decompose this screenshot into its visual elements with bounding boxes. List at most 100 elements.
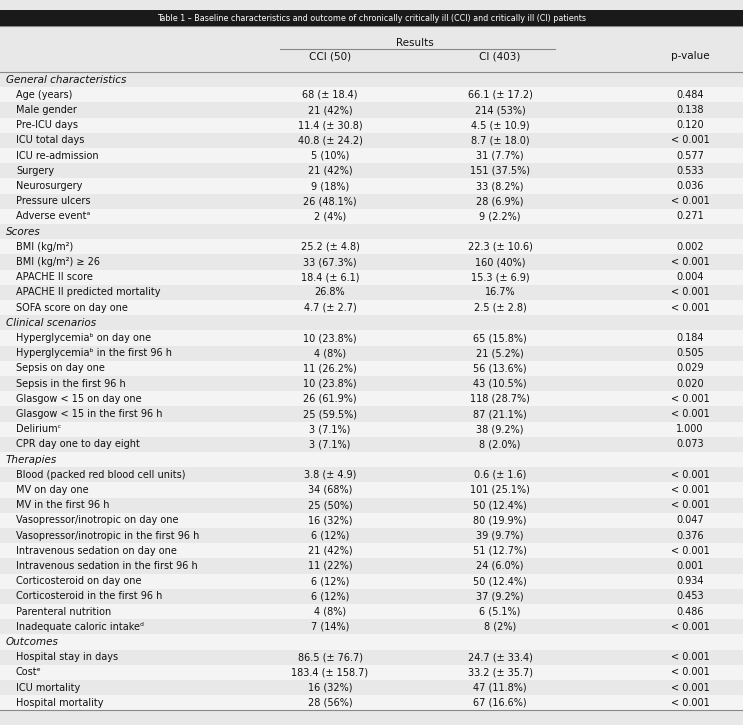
Text: Results: Results [396,38,434,48]
Text: 0.505: 0.505 [676,348,704,358]
Text: 28 (56%): 28 (56%) [308,697,352,708]
Bar [0,163,743,178]
Bar [0,346,743,361]
Text: 86.5 (± 76.7): 86.5 (± 76.7) [297,652,363,662]
Text: 26 (61.9%): 26 (61.9%) [303,394,357,404]
Text: 24.7 (± 33.4): 24.7 (± 33.4) [467,652,533,662]
Text: 9 (18%): 9 (18%) [311,181,349,191]
Text: 21 (42%): 21 (42%) [308,105,352,115]
Text: Vasopressor/inotropic on day one: Vasopressor/inotropic on day one [16,515,178,526]
Text: 2 (4%): 2 (4%) [314,212,346,221]
Text: 87 (21.1%): 87 (21.1%) [473,409,527,419]
Text: < 0.001: < 0.001 [671,470,710,480]
Bar [0,680,743,695]
Text: Glasgow < 15 in the first 96 h: Glasgow < 15 in the first 96 h [16,409,163,419]
Text: 160 (40%): 160 (40%) [475,257,525,267]
Text: 0.001: 0.001 [676,561,704,571]
Text: 18.4 (± 6.1): 18.4 (± 6.1) [301,272,360,282]
Text: ICU mortality: ICU mortality [16,683,80,692]
Text: Deliriumᶜ: Deliriumᶜ [16,424,61,434]
Text: MV in the first 96 h: MV in the first 96 h [16,500,109,510]
Text: 33.2 (± 35.7): 33.2 (± 35.7) [467,668,533,677]
Bar [0,148,743,163]
Bar [0,482,743,497]
Bar [0,87,743,102]
Text: APACHE II predicted mortality: APACHE II predicted mortality [16,287,160,297]
Bar [0,589,743,604]
Text: 51 (12.7%): 51 (12.7%) [473,546,527,556]
Text: 24 (6.0%): 24 (6.0%) [476,561,524,571]
Bar [0,300,743,315]
Bar [0,209,743,224]
Text: 21 (42%): 21 (42%) [308,166,352,175]
Text: Pressure ulcers: Pressure ulcers [16,196,91,206]
Text: 0.533: 0.533 [676,166,704,175]
Text: 11 (26.2%): 11 (26.2%) [303,363,357,373]
Text: < 0.001: < 0.001 [671,652,710,662]
Text: 0.486: 0.486 [676,607,704,616]
Bar [0,513,743,528]
Bar [0,619,743,634]
Text: BMI (kg/m²): BMI (kg/m²) [16,242,74,252]
Text: Adverse eventᵃ: Adverse eventᵃ [16,212,90,221]
Text: Corticosteroid on day one: Corticosteroid on day one [16,576,141,587]
Text: 0.020: 0.020 [676,378,704,389]
Text: Age (years): Age (years) [16,90,72,100]
Text: 8.7 (± 18.0): 8.7 (± 18.0) [470,136,529,146]
Text: 33 (67.3%): 33 (67.3%) [303,257,357,267]
Bar [0,285,743,300]
Text: Intravenous sedation in the first 96 h: Intravenous sedation in the first 96 h [16,561,198,571]
Bar [0,224,743,239]
Text: 9 (2.2%): 9 (2.2%) [479,212,521,221]
Text: BMI (kg/m²) ≥ 26: BMI (kg/m²) ≥ 26 [16,257,100,267]
Text: 22.3 (± 10.6): 22.3 (± 10.6) [467,242,533,252]
Text: SOFA score on day one: SOFA score on day one [16,302,128,312]
Text: Pre-ICU days: Pre-ICU days [16,120,78,130]
Bar [0,254,743,270]
Text: 0.484: 0.484 [676,90,704,100]
Text: 4.7 (± 2.7): 4.7 (± 2.7) [304,302,357,312]
Bar [0,178,743,194]
Text: 67 (16.6%): 67 (16.6%) [473,697,527,708]
Text: 118 (28.7%): 118 (28.7%) [470,394,530,404]
Bar [0,407,743,422]
Text: 214 (53%): 214 (53%) [475,105,525,115]
Text: < 0.001: < 0.001 [671,622,710,631]
Bar [0,467,743,482]
Text: Sepsis in the first 96 h: Sepsis in the first 96 h [16,378,126,389]
Bar [0,239,743,254]
Text: 3 (7.1%): 3 (7.1%) [309,424,351,434]
Bar [0,436,743,452]
Text: 6 (12%): 6 (12%) [311,576,349,587]
Text: 15.3 (± 6.9): 15.3 (± 6.9) [470,272,529,282]
Text: 10 (23.8%): 10 (23.8%) [303,333,357,343]
Text: 16 (32%): 16 (32%) [308,683,352,692]
Text: Intravenous sedation on day one: Intravenous sedation on day one [16,546,177,556]
Text: < 0.001: < 0.001 [671,302,710,312]
Text: 68 (± 18.4): 68 (± 18.4) [302,90,357,100]
Text: Surgery: Surgery [16,166,54,175]
Text: 0.029: 0.029 [676,363,704,373]
Text: 0.577: 0.577 [676,151,704,161]
Text: Vasopressor/inotropic in the first 96 h: Vasopressor/inotropic in the first 96 h [16,531,199,541]
Text: 0.453: 0.453 [676,592,704,602]
Text: < 0.001: < 0.001 [671,500,710,510]
Text: < 0.001: < 0.001 [671,257,710,267]
Text: MV on day one: MV on day one [16,485,88,495]
Bar [0,133,743,148]
Text: 50 (12.4%): 50 (12.4%) [473,500,527,510]
Text: Outcomes: Outcomes [6,637,59,647]
Text: 6 (5.1%): 6 (5.1%) [479,607,521,616]
Text: 31 (7.7%): 31 (7.7%) [476,151,524,161]
Text: 25 (50%): 25 (50%) [308,500,352,510]
Bar [0,665,743,680]
Text: Corticosteroid in the first 96 h: Corticosteroid in the first 96 h [16,592,163,602]
Text: 80 (19.9%): 80 (19.9%) [473,515,527,526]
Text: CPR day one to day eight: CPR day one to day eight [16,439,140,450]
Text: 4 (8%): 4 (8%) [314,348,346,358]
Text: 37 (9.2%): 37 (9.2%) [476,592,524,602]
Text: 0.6 (± 1.6): 0.6 (± 1.6) [474,470,526,480]
Text: APACHE II score: APACHE II score [16,272,93,282]
Text: 0.036: 0.036 [676,181,704,191]
Text: 4 (8%): 4 (8%) [314,607,346,616]
